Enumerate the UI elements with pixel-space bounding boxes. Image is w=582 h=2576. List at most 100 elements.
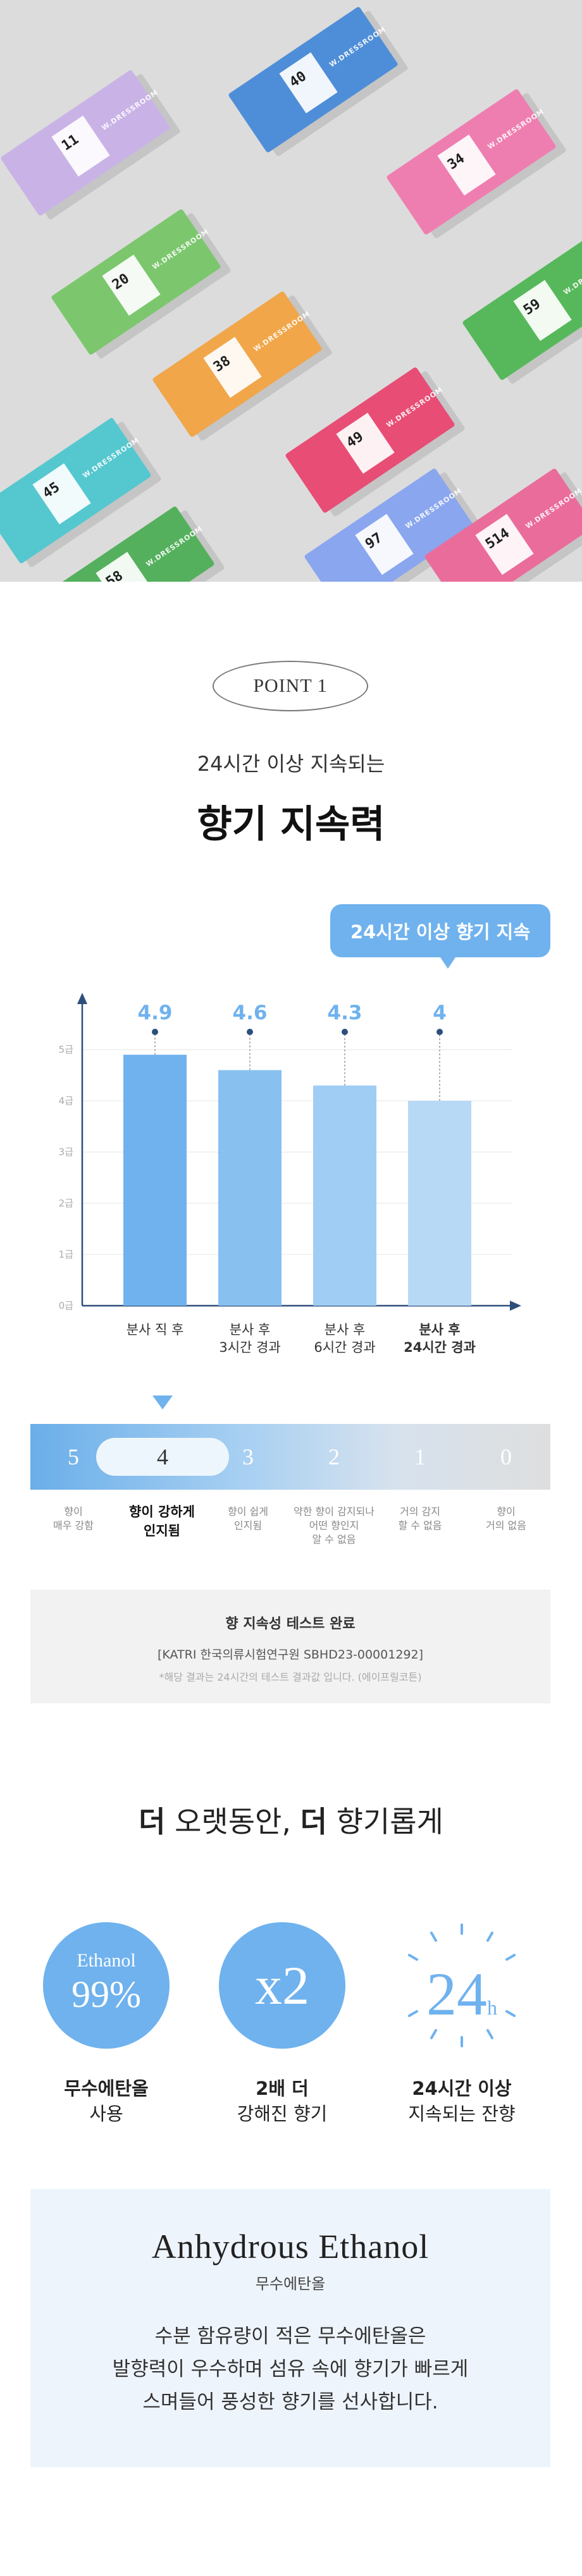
panel-line: 수분 함유량이 적은 무수에탄올은 [154,2325,426,2348]
box-brand: W.DRESSROOM [385,385,445,429]
feature-caption-2-bold: 2배 더 [256,2078,309,2099]
ethanol-label: Ethanol [77,1950,136,1971]
sun-ray [505,2010,516,2017]
24h-unit: h [487,1996,497,2019]
note-title: 향 지속성 테스트 완료 [225,1616,356,1632]
box-brand: W.DRESSROOM [486,107,546,151]
ethanol-panel: Anhydrous Ethanol 무수에탄올 수분 함유량이 적은 무수에탄올… [30,2189,550,2467]
y-tick-label: 2급 [59,1198,74,1209]
bar-leader-dot [342,1029,348,1035]
active-indicator-arrow [152,1395,173,1409]
scale-description: 향이 거의 없음 [486,1506,526,1531]
feature-caption-1: 무수에탄올 사용 [18,2076,195,2126]
note-disclaimer: *해당 결과는 24시간의 테스트 결과값 입니다. (에이프릴코튼) [159,1671,422,1683]
title2-text-1: 오랫동안, [165,1805,300,1839]
sun-ray [505,1954,516,1961]
box-brand: W.DRESSROOM [562,252,582,297]
sun-ray [430,2029,437,2040]
bar-leader-dot [152,1029,158,1035]
hero-image: 11 W.DRESSROOM 20 W.DRESSROOM 38 W.DRESSROOM 4… [0,0,582,582]
panel-english-title: Anhydrous Ethanol [151,2228,430,2266]
section-title: 향기 지속력 [197,802,385,847]
x-tick-label: 6시간 경과 [314,1340,375,1355]
bar-value-label: 4 [433,1002,447,1024]
sun-ray [407,2010,418,2017]
scale-description: 향이 쉽게 인지됨 [228,1506,268,1531]
x-tick-label: 분사 후 [230,1322,271,1337]
title2-text-2: 향기롭게 [326,1805,443,1839]
section-title-2: 더 오랫동안, 더 향기롭게 [0,1799,582,1841]
scale-number: 1 [414,1444,426,1469]
ethanol-percent: 99% [71,1973,141,2015]
scale-number: 2 [328,1444,340,1469]
scale-active-pill: 4 [96,1438,229,1476]
product-box: 11 W.DRESSROOM [0,69,171,217]
bar [408,1101,471,1306]
note-certificate: [KATRI 한국의류시험연구원 SBHD23-00001292] [157,1648,424,1662]
scale-description: 거의 감지 할 수 없음 [398,1506,442,1531]
scale-number: 0 [500,1444,512,1469]
panel-line: 발향력이 우수하며 섬유 속에 향기가 빠르게 [112,2358,469,2381]
box-brand: W.DRESSROOM [144,524,204,568]
test-note: 향 지속성 테스트 완료 [KATRI 한국의류시험연구원 SBHD23-000… [30,1590,550,1703]
y-tick-label: 4급 [59,1095,74,1107]
scale-description: 향이 강하게 인지됨 [129,1504,195,1538]
x-tick-label: 3시간 경과 [219,1340,280,1355]
box-brand: W.DRESSROOM [404,486,464,531]
point-badge: POINT 1 [213,661,368,711]
intensity-scale: 4 5 3 2 1 0 [30,1424,550,1490]
24h-number: 24 [426,1960,487,2028]
bar [123,1055,187,1306]
product-box: 59 W.DRESSROOM [462,233,582,381]
box-brand: W.DRESSROOM [252,309,312,353]
y-axis-arrow [77,993,87,1004]
feature-caption-3-bold: 24시간 이상 [412,2078,512,2099]
panel-korean-title: 무수에탄올 [255,2275,326,2293]
scale-number: 3 [242,1444,254,1469]
bar [313,1085,376,1306]
box-brand: W.DRESSROOM [100,88,160,132]
24h-clock-graphic: 24h [392,1922,531,2049]
sunburst-icon [407,1923,516,2047]
panel-description: 수분 함유량이 적은 무수에탄올은 발향력이 우수하며 섬유 속에 향기가 빠르… [30,2320,550,2419]
bar-chart: 0급 1급 2급 3급 4급 5급 4.9 분사 직 후 4.6 분사 후 3시간 경과 4.3 분사 … [59,993,521,1355]
x-tick-label: 분사 후 [325,1322,366,1337]
ethanol-circle: Ethanol 99% [43,1922,170,2049]
sun-ray [430,1931,437,1942]
box-brand: W.DRESSROOM [328,25,388,69]
x2-text: x2 [255,1955,309,2016]
y-tick-label: 5급 [59,1044,74,1055]
bar-value-label: 4.6 [233,1002,268,1024]
y-tick-label: 3급 [59,1146,74,1158]
title2-bold-1: 더 [139,1805,166,1839]
product-box: 34 W.DRESSROOM [386,88,557,236]
x-tick-label: 분사 직 후 [127,1322,184,1337]
product-box: 40 W.DRESSROOM [228,6,399,154]
section-subtitle: 24시간 이상 지속되는 [197,752,385,776]
bar [218,1070,282,1306]
sun-ray [486,2029,493,2040]
bar-value-label: 4.9 [138,1002,173,1024]
box-brand: W.DRESSROOM [524,486,582,531]
y-tick-label: 1급 [59,1249,74,1260]
feature-caption-3-text: 지속되는 잔향 [408,2103,516,2125]
x-axis-arrow [510,1301,521,1311]
scale-description: 약한 향이 감지되나 어떤 향인지 알 수 없음 [294,1506,375,1545]
panel-line: 스며들어 풍성한 향기를 선사합니다. [142,2391,438,2413]
title2-bold-2: 더 [300,1805,327,1839]
scale-number: 5 [68,1444,79,1469]
feature-caption-2: 2배 더 강해진 향기 [194,2076,371,2126]
box-brand: W.DRESSROOM [81,436,141,480]
y-tick-label: 0급 [59,1300,74,1311]
feature-caption-3: 24시간 이상 지속되는 잔향 [373,2076,550,2126]
box-brand: W.DRESSROOM [151,227,211,271]
highlight-bubble: 24시간 이상 향기 지속 [330,904,550,969]
bar-leader-dot [247,1029,253,1035]
x-tick-label: 24시간 경과 [404,1340,476,1355]
feature-caption-1-bold: 무수에탄올 [64,2078,149,2099]
sun-ray [486,1931,493,1942]
bar-leader-dot [436,1029,443,1035]
bar-value-label: 4.3 [328,1002,362,1024]
feature-caption-1-text: 사용 [89,2103,123,2125]
x-tick-label: 분사 후 [419,1322,460,1337]
